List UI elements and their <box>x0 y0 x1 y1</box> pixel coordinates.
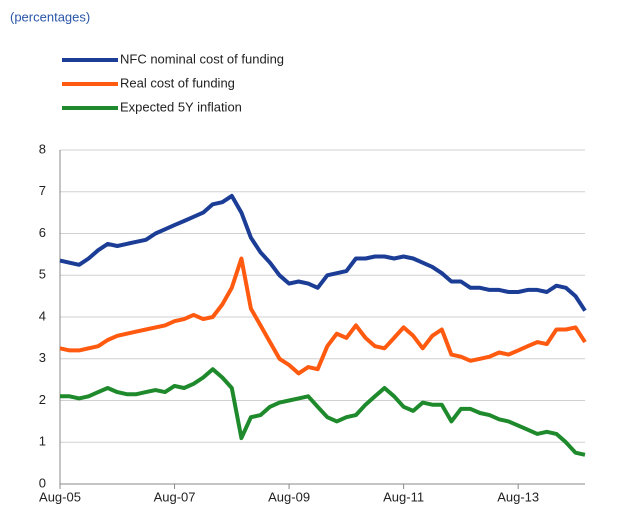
y-tick-label: 8 <box>39 141 46 156</box>
legend-label: Real cost of funding <box>120 75 235 90</box>
x-tick-label: Aug-11 <box>383 489 424 504</box>
x-tick-label: Aug-05 <box>39 489 81 504</box>
series-line <box>59 256 587 376</box>
y-tick-label: 7 <box>39 183 46 198</box>
y-tick-label: 2 <box>39 392 46 407</box>
y-tick-label: 6 <box>39 225 46 240</box>
y-tick-label: 0 <box>39 475 46 490</box>
legend-label: NFC nominal cost of funding <box>120 51 284 66</box>
series-line <box>59 193 587 312</box>
x-tick-label: Aug-09 <box>268 489 310 504</box>
x-tick-label: Aug-13 <box>497 489 539 504</box>
y-tick-label: 1 <box>39 434 46 449</box>
x-tick-label: Aug-07 <box>154 489 196 504</box>
y-tick-label: 4 <box>39 308 46 323</box>
y-tick-label: 3 <box>39 350 46 365</box>
series-line <box>60 367 586 457</box>
chart-subtitle: (percentages) <box>10 9 90 24</box>
legend-label: Expected 5Y inflation <box>120 99 242 114</box>
y-tick-label: 5 <box>39 267 46 282</box>
